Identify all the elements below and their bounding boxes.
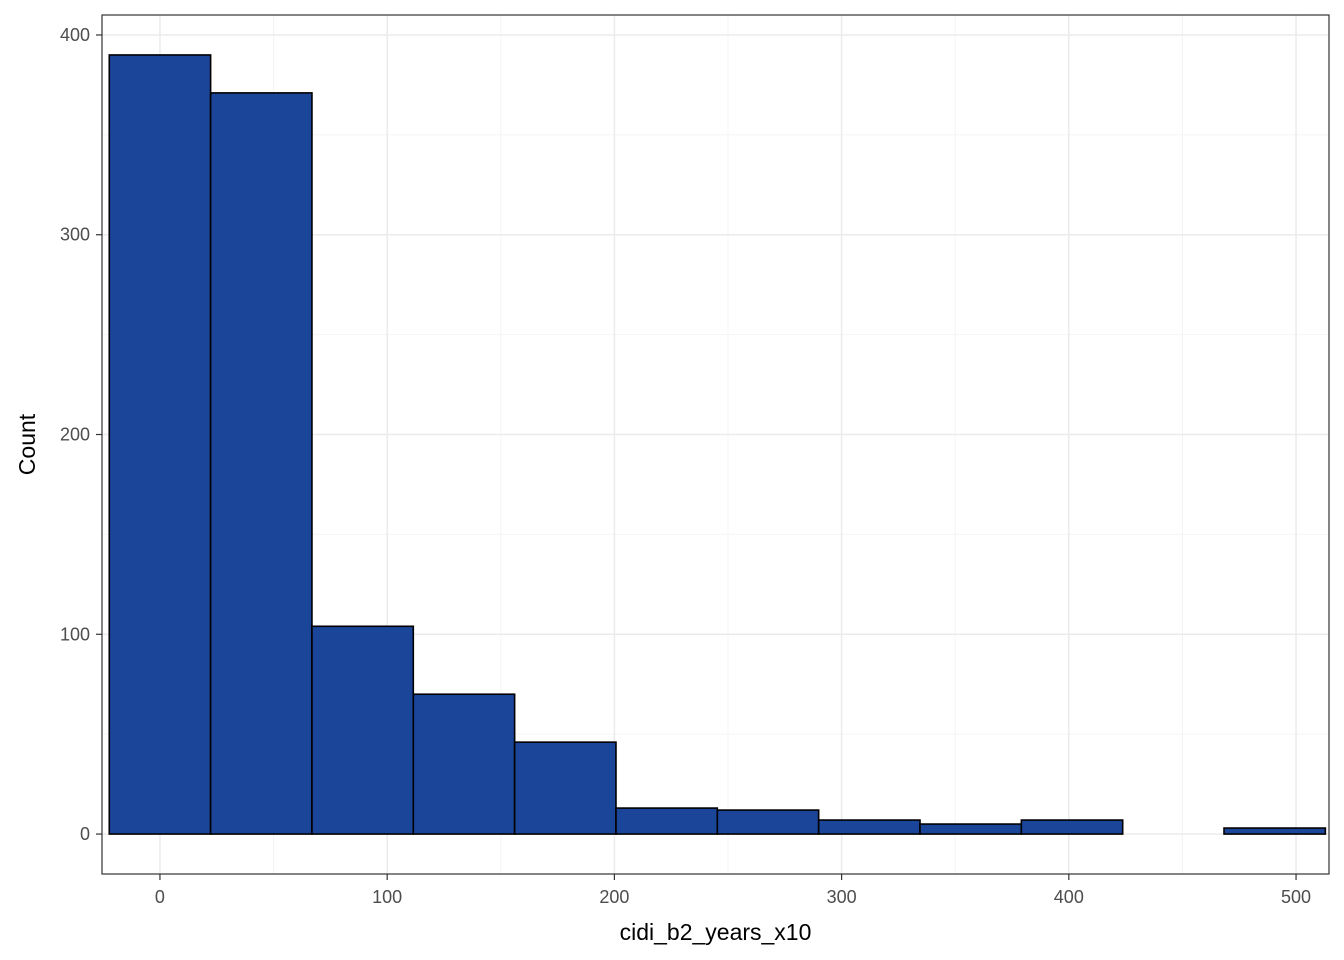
x-tick-label: 400 bbox=[1054, 887, 1084, 907]
x-tick-label: 300 bbox=[827, 887, 857, 907]
histogram-bar bbox=[817, 819, 921, 835]
histogram-bar bbox=[716, 809, 820, 835]
x-tick-label: 500 bbox=[1281, 887, 1311, 907]
y-tick-label: 300 bbox=[60, 225, 90, 245]
y-tick-label: 0 bbox=[80, 824, 90, 844]
panel-border bbox=[101, 14, 1330, 875]
histogram-bar bbox=[513, 741, 617, 835]
y-axis-title: Count bbox=[14, 413, 40, 475]
histogram-bar bbox=[1223, 827, 1327, 835]
x-axis-title: cidi_b2_years_x10 bbox=[620, 919, 812, 945]
y-tick-label: 200 bbox=[60, 425, 90, 445]
histogram-bar bbox=[1020, 819, 1124, 835]
histogram-bar bbox=[311, 625, 415, 835]
y-tick-label: 100 bbox=[60, 624, 90, 644]
axes: 0 100 200 300 400 500 0 100 200 300 400 bbox=[60, 25, 1311, 907]
x-tick-label: 0 bbox=[155, 887, 165, 907]
histogram-bar bbox=[919, 823, 1023, 835]
x-tick-label: 200 bbox=[599, 887, 629, 907]
histogram-bar bbox=[209, 92, 313, 835]
histogram-bar bbox=[108, 54, 212, 835]
histogram-bar bbox=[412, 693, 516, 835]
histogram-bar bbox=[615, 807, 719, 835]
x-tick-label: 100 bbox=[372, 887, 402, 907]
histogram-bars bbox=[108, 54, 1327, 835]
y-tick-label: 400 bbox=[60, 25, 90, 45]
